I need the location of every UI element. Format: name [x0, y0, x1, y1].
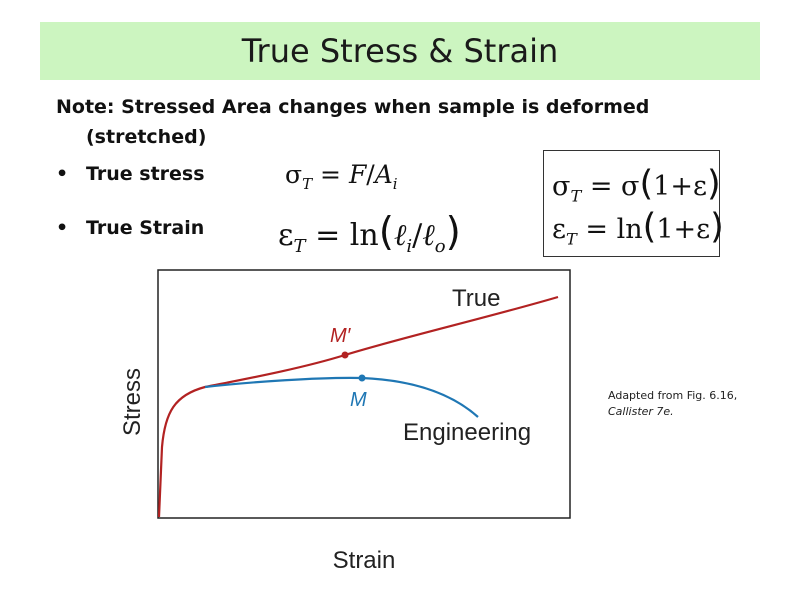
- y-axis-label: Stress: [119, 368, 146, 436]
- bullet-dot: •: [56, 163, 69, 185]
- annotation-m: M: [350, 389, 367, 411]
- plot-frame: [157, 269, 571, 519]
- formula-true-stress: σT = F/Ai: [285, 160, 398, 193]
- caption-line-1: Adapted from Fig. 6.16,: [608, 389, 738, 402]
- series-line-engineering: [204, 376, 479, 418]
- point-m-prime: [341, 351, 349, 359]
- point-m: [358, 374, 366, 382]
- bullet-true-stress: • True stress: [56, 163, 205, 185]
- formula-true-strain: εT = ln(ℓi/ℓo): [278, 210, 461, 257]
- note-line-1: Note: Stressed Area changes when sample …: [56, 96, 650, 118]
- title-bar: True Stress & Strain: [40, 22, 760, 80]
- bullet-label: True stress: [86, 163, 205, 185]
- bullet-true-strain: • True Strain: [56, 217, 204, 239]
- x-axis-label: Strain: [333, 547, 396, 574]
- annotation-m-prime: M′: [330, 325, 352, 347]
- bullet-dot: •: [56, 217, 69, 239]
- page-title: True Stress & Strain: [241, 32, 559, 70]
- box-formula-stress: σT = σ(1+ε): [552, 163, 721, 206]
- figure-caption: Adapted from Fig. 6.16, Callister 7e.: [608, 388, 737, 420]
- note-line-2: (stretched): [86, 126, 207, 148]
- bullet-label: True Strain: [86, 217, 205, 239]
- series-line-true: [157, 295, 559, 518]
- series-label-true: True: [452, 285, 500, 312]
- stress-strain-chart: M′ M True Engineering Strain Stress: [119, 269, 571, 574]
- caption-line-2: Callister 7e.: [608, 405, 674, 418]
- series-label-engineering: Engineering: [403, 419, 531, 446]
- note-text: Note: Stressed Area changes when sample …: [56, 92, 736, 152]
- box-formula-strain: εT = ln(1+ε): [552, 206, 724, 249]
- formula-box: σT = σ(1+ε) εT = ln(1+ε): [543, 150, 724, 257]
